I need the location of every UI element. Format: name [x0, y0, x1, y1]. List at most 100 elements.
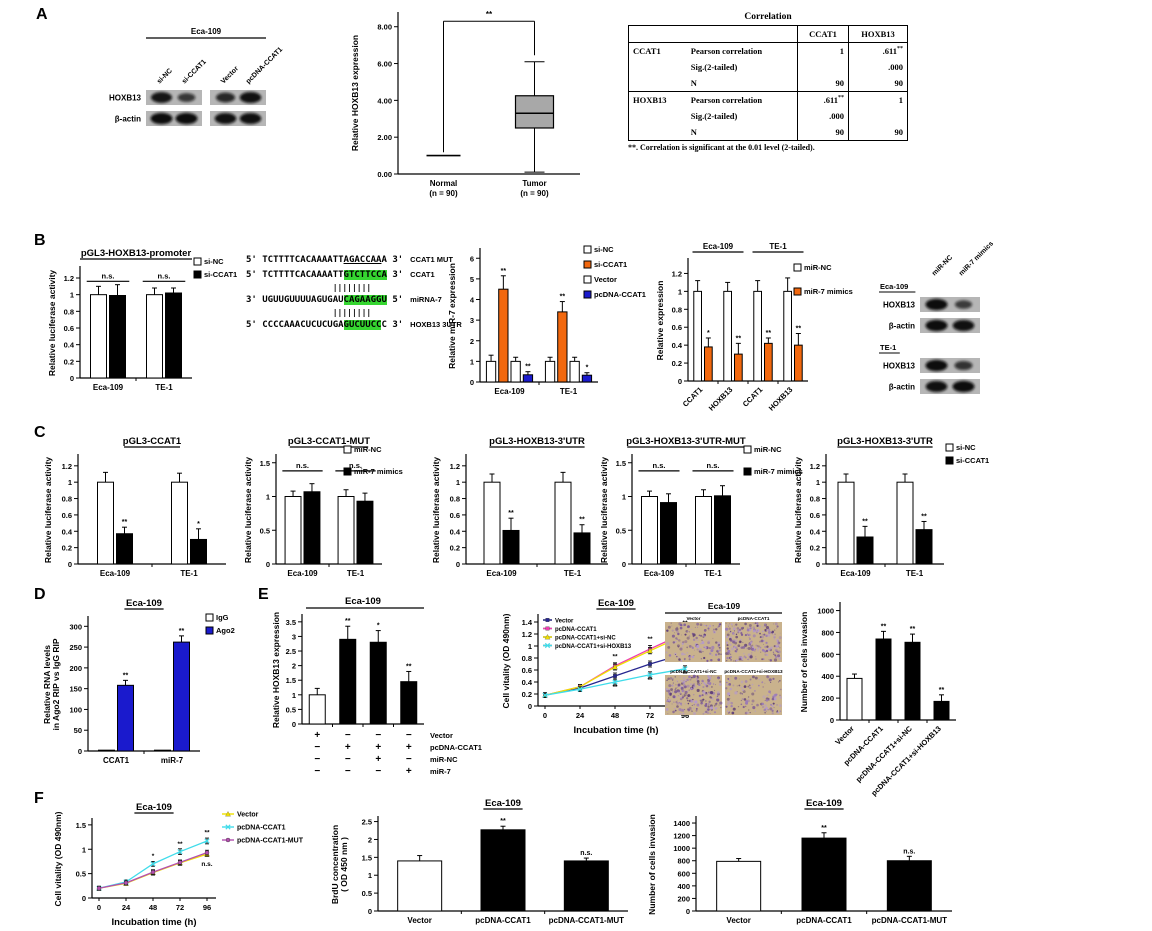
- svg-text:IgG: IgG: [216, 613, 229, 622]
- rip-chart: Eca-109 0 50 100 150 200 250 300 Relative RNA le…: [42, 594, 252, 769]
- svg-text:48: 48: [149, 903, 157, 912]
- svg-text:0.5: 0.5: [286, 705, 296, 714]
- svg-text:1: 1: [368, 871, 372, 880]
- luciferase-promoter-chart: pGL3-HOXB13-promoter 0 0.2 0.4 0.6 0.8 1 1.2 Rel…: [44, 244, 256, 396]
- svg-text:pGL3-HOXB13-promoter: pGL3-HOXB13-promoter: [81, 248, 192, 259]
- svg-text:miR-NC: miR-NC: [430, 755, 458, 764]
- svg-text:pGL3-HOXB13-3'UTR: pGL3-HOXB13-3'UTR: [837, 436, 933, 447]
- svg-text:1: 1: [292, 691, 296, 700]
- svg-text:**: **: [647, 636, 653, 643]
- svg-text:−: −: [345, 730, 351, 741]
- svg-text:pcDNA-CCAT1: pcDNA-CCAT1: [237, 825, 286, 832]
- svg-text:Eca-109: Eca-109: [191, 27, 222, 36]
- svg-text:Relative miR-7 expression: Relative miR-7 expression: [447, 263, 457, 369]
- svg-text:1: 1: [82, 845, 86, 854]
- pgl3-hoxb13-3utr-mut-chart: pGL3-HOXB13-3'UTR-MUT 0 0.5 1 1.5 Relative lu…: [596, 432, 812, 582]
- svg-text:miR-NC: miR-NC: [804, 263, 832, 272]
- svg-text:200: 200: [677, 894, 690, 903]
- svg-text:Eca-109: Eca-109: [287, 569, 318, 578]
- svg-text:1.5: 1.5: [76, 821, 86, 830]
- svg-text:96: 96: [203, 903, 211, 912]
- svg-text:50: 50: [74, 726, 82, 735]
- svg-text:0.8: 0.8: [522, 654, 532, 663]
- svg-text:−: −: [375, 730, 381, 741]
- svg-text:0.5: 0.5: [362, 889, 372, 898]
- svg-text:pcDNA-CCAT1+si-HOXB13: pcDNA-CCAT1+si-HOXB13: [555, 644, 632, 650]
- svg-text:200: 200: [69, 664, 82, 673]
- svg-text:0.6: 0.6: [62, 511, 72, 520]
- svg-text:0.4: 0.4: [450, 527, 461, 536]
- svg-text:3.5: 3.5: [286, 618, 296, 627]
- svg-text:miR-NC: miR-NC: [931, 254, 954, 277]
- svg-text:Vector: Vector: [237, 812, 259, 819]
- svg-text:Relative luciferase activity: Relative luciferase activity: [243, 457, 253, 564]
- svg-text:*: *: [586, 365, 589, 372]
- svg-text:0.4: 0.4: [810, 527, 821, 536]
- svg-text:24: 24: [576, 711, 585, 720]
- svg-text:Relative luciferase activity: Relative luciferase activity: [47, 270, 57, 377]
- svg-text:**: **: [501, 268, 507, 275]
- svg-text:(n = 90): (n = 90): [429, 189, 458, 198]
- svg-text:−: −: [314, 742, 320, 753]
- table-title: Correlation: [744, 12, 792, 22]
- svg-text:Relative luciferase activity: Relative luciferase activity: [793, 457, 803, 564]
- svg-text:si-NC: si-NC: [156, 68, 174, 86]
- svg-text:n.s.: n.s.: [653, 461, 666, 470]
- svg-text:Eca-109: Eca-109: [708, 601, 740, 611]
- svg-text:Eca-109: Eca-109: [494, 387, 525, 396]
- svg-text:**: **: [910, 626, 916, 633]
- svg-text:2.5: 2.5: [362, 818, 372, 827]
- svg-text:0.2: 0.2: [450, 544, 460, 553]
- svg-text:**: **: [500, 818, 506, 825]
- svg-text:0: 0: [292, 720, 296, 729]
- svg-text:*: *: [197, 521, 200, 528]
- svg-text:600: 600: [821, 650, 834, 659]
- panel-f-label: F: [34, 790, 44, 807]
- svg-text:72: 72: [646, 711, 654, 720]
- svg-text:HOXB13: HOXB13: [109, 94, 142, 103]
- svg-text:in Ago2 RIP vs IgG RIP: in Ago2 RIP vs IgG RIP: [51, 638, 61, 730]
- svg-text:Cell vitality (OD 490nm): Cell vitality (OD 490nm): [501, 613, 511, 708]
- svg-text:Relative HOXB13 expression: Relative HOXB13 expression: [271, 612, 281, 728]
- svg-text:pcDNA-CCAT1+si-HOXB13: pcDNA-CCAT1+si-HOXB13: [724, 669, 783, 674]
- svg-text:96: 96: [681, 711, 689, 720]
- svg-text:0: 0: [78, 747, 82, 756]
- svg-text:0: 0: [368, 907, 372, 916]
- svg-text:**: **: [179, 628, 185, 635]
- panel-c-label: C: [34, 424, 46, 441]
- panel-a-western-blot: Eca-109 si-NC si-CCAT1 Vector pcDNA-CCAT1 HOX…: [90, 22, 325, 177]
- svg-text:1400: 1400: [673, 819, 690, 828]
- svg-text:**: **: [406, 663, 412, 670]
- svg-text:Eca-109: Eca-109: [345, 596, 381, 607]
- svg-text:*: *: [377, 623, 380, 630]
- svg-text:Incubation time (h): Incubation time (h): [574, 725, 659, 736]
- svg-text:1200: 1200: [673, 832, 690, 841]
- svg-text:Eca-109: Eca-109: [598, 598, 634, 609]
- svg-text:0: 0: [622, 560, 626, 569]
- svg-text:n.s.: n.s.: [102, 271, 115, 280]
- svg-text:0.8: 0.8: [672, 305, 682, 314]
- svg-text:Relative luciferase activity: Relative luciferase activity: [43, 457, 53, 564]
- base-pairing-pipes: 5' ||||||||: [332, 283, 372, 292]
- svg-text:HOXB13: HOXB13: [767, 385, 795, 413]
- svg-text:1.5: 1.5: [362, 853, 372, 862]
- svg-text:300: 300: [69, 622, 82, 631]
- svg-text:48: 48: [611, 711, 619, 720]
- svg-text:1: 1: [68, 478, 72, 487]
- svg-text:pGL3-CCAT1: pGL3-CCAT1: [123, 436, 182, 447]
- svg-text:**: **: [508, 510, 514, 517]
- svg-text:n.s.: n.s.: [158, 271, 171, 280]
- invasion-count-chart-f: Eca-109 0 200 400 600 800 1000 1200 1400 Number o…: [644, 794, 968, 929]
- svg-text:pcDNA-CCAT1: pcDNA-CCAT1: [245, 46, 284, 85]
- svg-text:0: 0: [816, 560, 820, 569]
- svg-text:Relative RNA levels: Relative RNA levels: [42, 645, 52, 724]
- svg-text:72: 72: [176, 903, 184, 912]
- svg-text:1: 1: [456, 478, 460, 487]
- svg-text:1: 1: [678, 287, 682, 296]
- svg-text:TE-1: TE-1: [564, 569, 582, 578]
- svg-text:Relative HOXB13 expression: Relative HOXB13 expression: [350, 35, 360, 151]
- svg-text:**: **: [560, 294, 566, 301]
- svg-text:si-NC: si-NC: [594, 245, 614, 254]
- svg-text:CCAT1: CCAT1: [103, 756, 130, 765]
